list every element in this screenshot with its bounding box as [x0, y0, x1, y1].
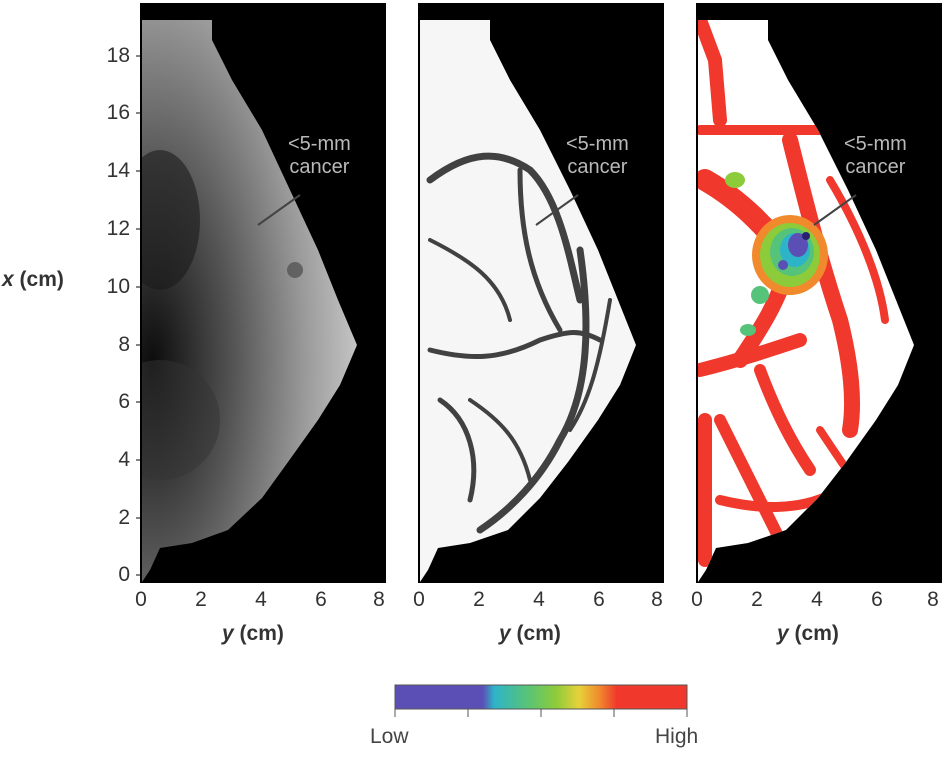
colorbar-gradient	[394, 684, 688, 710]
x-axis-label-variable: y	[777, 622, 789, 645]
y-axis-label: x (cm)	[2, 268, 64, 292]
x-tick-label: 8	[651, 588, 663, 611]
x-axis-label-panel-2: y (cm)	[499, 622, 561, 646]
annotation-line-2: cancer	[289, 156, 350, 178]
colorbar-low-label: Low	[370, 725, 409, 748]
x-axis-label-unit: (cm)	[794, 622, 839, 645]
colorbar-high-label: High	[655, 725, 699, 748]
x-tick-label: 4	[533, 588, 545, 611]
panel-1-grayscale-image	[140, 3, 386, 583]
y-tick-label: 10	[106, 275, 130, 298]
x-tick-label: 2	[751, 588, 763, 611]
y-tick-label: 2	[118, 506, 130, 529]
annotation-line-1: <5-mm	[844, 133, 907, 155]
y-tick-label: 6	[118, 390, 130, 413]
annotation-panel-1: <5-mm cancer	[288, 133, 351, 179]
y-tick-label: 14	[106, 159, 130, 182]
y-tick-label: 0	[118, 563, 130, 586]
colorbar-ticks	[394, 709, 688, 717]
x-tick-label: 8	[373, 588, 385, 611]
x-axis-label-unit: (cm)	[516, 622, 561, 645]
annotation-panel-2: <5-mm cancer	[566, 133, 629, 179]
arrow-panel-1	[257, 194, 301, 226]
y-tick-label: 4	[118, 448, 130, 471]
panel-3-colormap-image	[696, 3, 942, 583]
x-tick-label: 4	[811, 588, 823, 611]
annotation-line-2: cancer	[567, 156, 628, 178]
y-tick-marks	[136, 55, 140, 576]
y-tick-label: 16	[106, 101, 130, 124]
x-tick-label: 6	[315, 588, 327, 611]
x-tick-label: 4	[255, 588, 267, 611]
annotation-line-2: cancer	[845, 156, 906, 178]
x-tick-label: 0	[691, 588, 703, 611]
y-axis-label-variable: x	[2, 268, 14, 291]
x-axis-label-variable: y	[499, 622, 511, 645]
x-tick-label: 2	[473, 588, 485, 611]
x-tick-label: 6	[871, 588, 883, 611]
lesion-cluster	[752, 215, 828, 295]
y-tick-label: 12	[106, 217, 130, 240]
x-axis-label-variable: y	[222, 622, 234, 645]
x-axis-label-panel-3: y (cm)	[777, 622, 839, 646]
panel-2-grayscale-image	[418, 3, 664, 583]
y-tick-label: 8	[118, 333, 130, 356]
y-axis-label-unit: (cm)	[19, 268, 64, 291]
x-axis-label-unit: (cm)	[239, 622, 284, 645]
annotation-line-1: <5-mm	[288, 133, 351, 155]
annotation-arrows	[257, 194, 857, 226]
annotation-panel-3: <5-mm cancer	[844, 133, 907, 179]
y-tick-label: 18	[106, 44, 130, 67]
x-tick-label: 0	[135, 588, 147, 611]
arrow-panel-2	[535, 194, 579, 226]
x-tick-label: 0	[413, 588, 425, 611]
x-tick-label: 2	[195, 588, 207, 611]
x-tick-label: 6	[593, 588, 605, 611]
x-axis-label-panel-1: y (cm)	[222, 622, 284, 646]
arrow-panel-3	[813, 194, 857, 226]
annotation-line-1: <5-mm	[566, 133, 629, 155]
x-tick-label: 8	[927, 588, 939, 611]
